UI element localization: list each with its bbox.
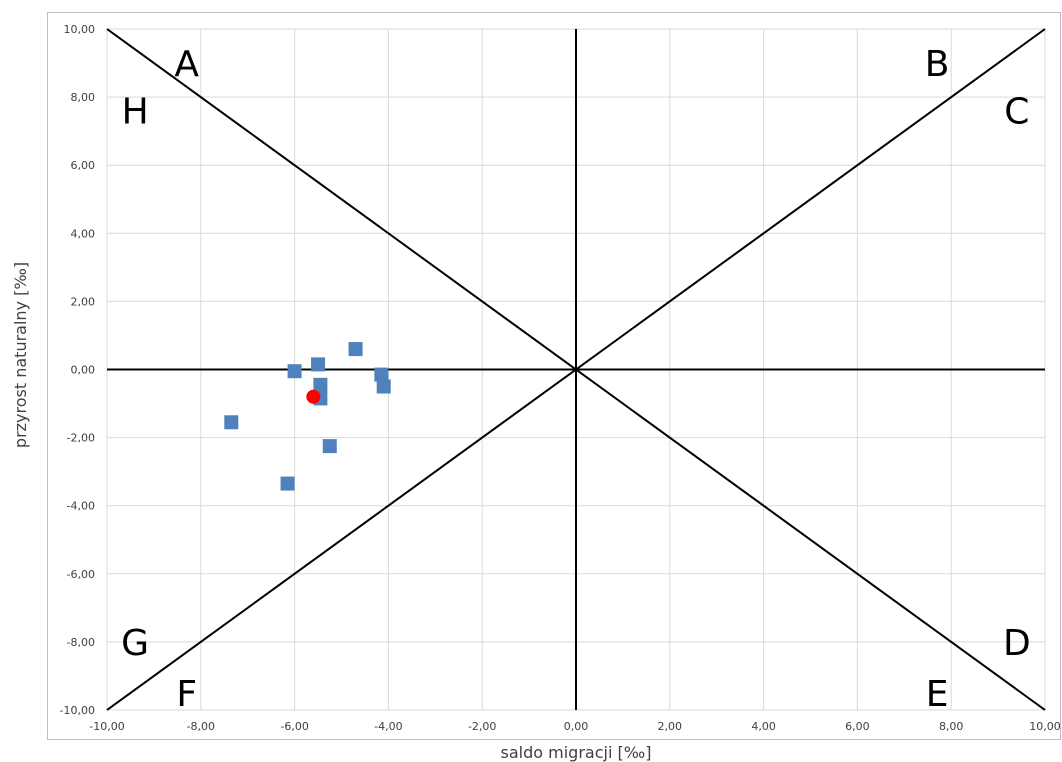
y-tick-labels: 10,00 8,00 6,00 4,00 2,00 0,00 -2,00 -4,00 -6,00… (60, 23, 95, 717)
y-tick-label: 2,00 (71, 295, 96, 308)
reference-lines (106, 28, 1046, 711)
region-label-c: C (1004, 92, 1029, 133)
region-label-e: E (926, 674, 949, 715)
y-tick-label: 6,00 (71, 159, 96, 172)
y-tick-label: 4,00 (71, 227, 96, 240)
x-tick-label: -8,00 (187, 720, 215, 733)
region-label-f: F (176, 674, 197, 715)
x-tick-label: 2,00 (658, 720, 683, 733)
data-point-square (224, 415, 239, 430)
data-point-circle (306, 389, 321, 404)
x-tick-label: -4,00 (374, 720, 402, 733)
x-tick-label: -6,00 (280, 720, 308, 733)
y-axis-title: przyrost naturalny [‰] (11, 262, 30, 448)
x-tick-labels: -10,00 -8,00 -6,00 -4,00 -2,00 0,00 2,00 4,00 6,… (89, 720, 1060, 733)
data-point-square (322, 439, 337, 454)
x-tick-label: -2,00 (468, 720, 496, 733)
data-points (224, 342, 391, 491)
x-axis-title: saldo migracji [‰] (501, 743, 652, 762)
y-tick-label: -8,00 (67, 636, 95, 649)
data-point-square (313, 377, 328, 392)
data-point-square (348, 342, 363, 357)
x-tick-label: 8,00 (939, 720, 964, 733)
x-tick-label: -10,00 (89, 720, 124, 733)
x-tick-label: 0,00 (564, 720, 589, 733)
x-tick-label: 4,00 (751, 720, 776, 733)
y-tick-label: 10,00 (64, 23, 96, 36)
x-tick-label: 10,00 (1029, 720, 1061, 733)
y-tick-label: 8,00 (71, 91, 96, 104)
chart-frame (47, 12, 1061, 740)
data-point-square (374, 367, 389, 382)
y-tick-label: -4,00 (67, 500, 95, 513)
data-point-square (376, 379, 391, 394)
data-point-square (311, 357, 326, 372)
region-labels: A B C D E FG H (121, 44, 1031, 715)
region-label-d: D (1003, 623, 1031, 664)
region-label-b: B (925, 44, 950, 85)
data-point-square (280, 476, 295, 491)
region-label-g: G (121, 623, 149, 664)
region-label-a: A (174, 44, 199, 85)
y-tick-label: 0,00 (71, 364, 96, 377)
y-tick-label: -2,00 (67, 432, 95, 445)
y-tick-label: -6,00 (67, 568, 95, 581)
region-label-h: H (122, 92, 149, 133)
y-tick-label: -10,00 (60, 704, 95, 717)
data-point-square (287, 364, 302, 379)
x-tick-label: 6,00 (845, 720, 870, 733)
